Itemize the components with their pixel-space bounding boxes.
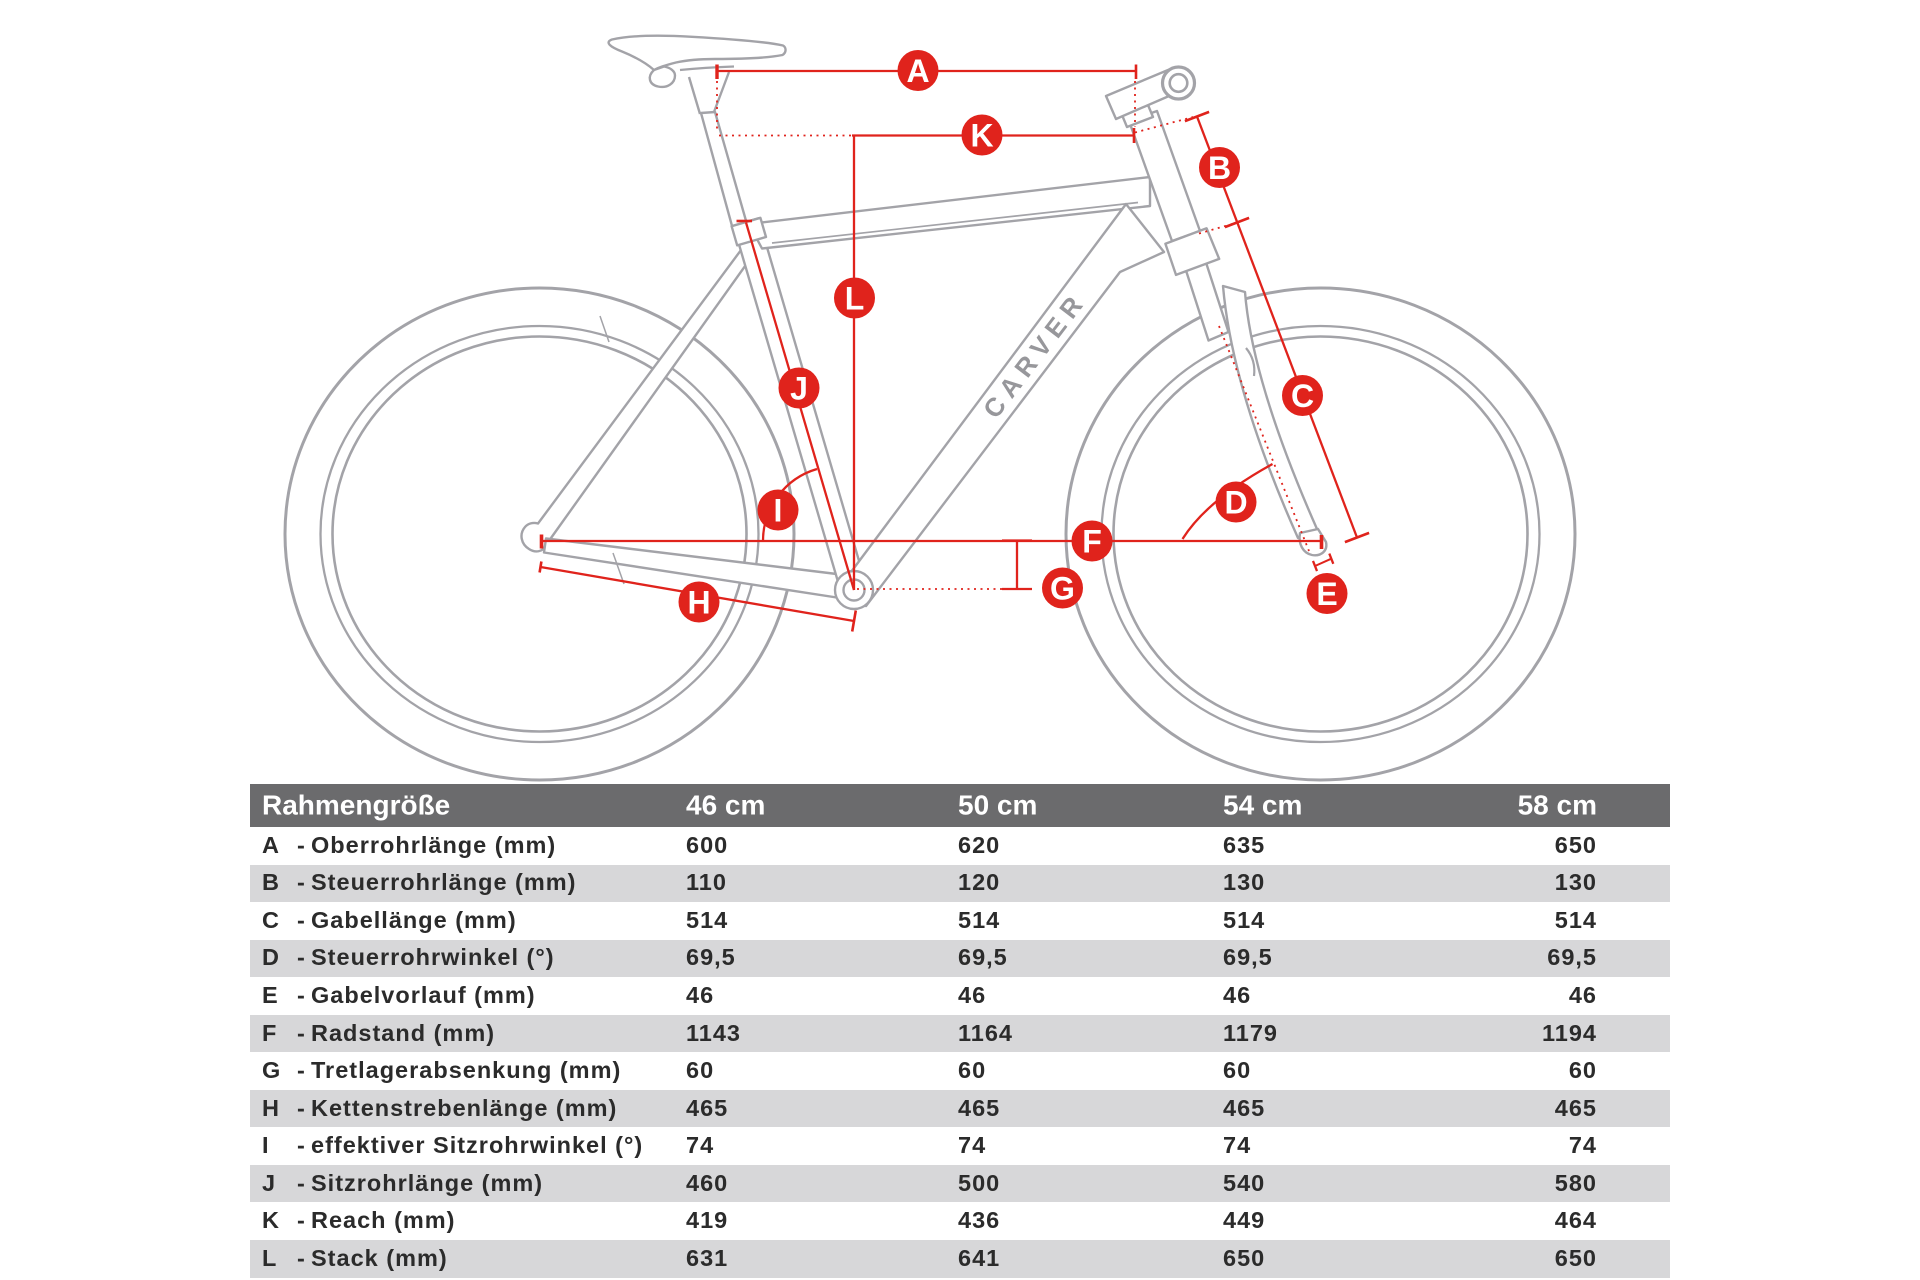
- svg-text:K: K: [970, 118, 993, 154]
- svg-text:G: G: [1050, 571, 1075, 607]
- svg-text:H: H: [687, 585, 710, 621]
- svg-text:J: J: [790, 371, 808, 407]
- svg-text:L: L: [845, 281, 865, 317]
- svg-text:F: F: [1082, 524, 1102, 560]
- svg-text:B: B: [1208, 150, 1231, 186]
- svg-text:D: D: [1224, 485, 1247, 521]
- svg-text:A: A: [906, 53, 929, 89]
- svg-text:E: E: [1316, 576, 1337, 612]
- svg-text:C: C: [1291, 378, 1314, 414]
- svg-text:I: I: [774, 493, 783, 529]
- svg-text:CARVER: CARVER: [977, 285, 1093, 423]
